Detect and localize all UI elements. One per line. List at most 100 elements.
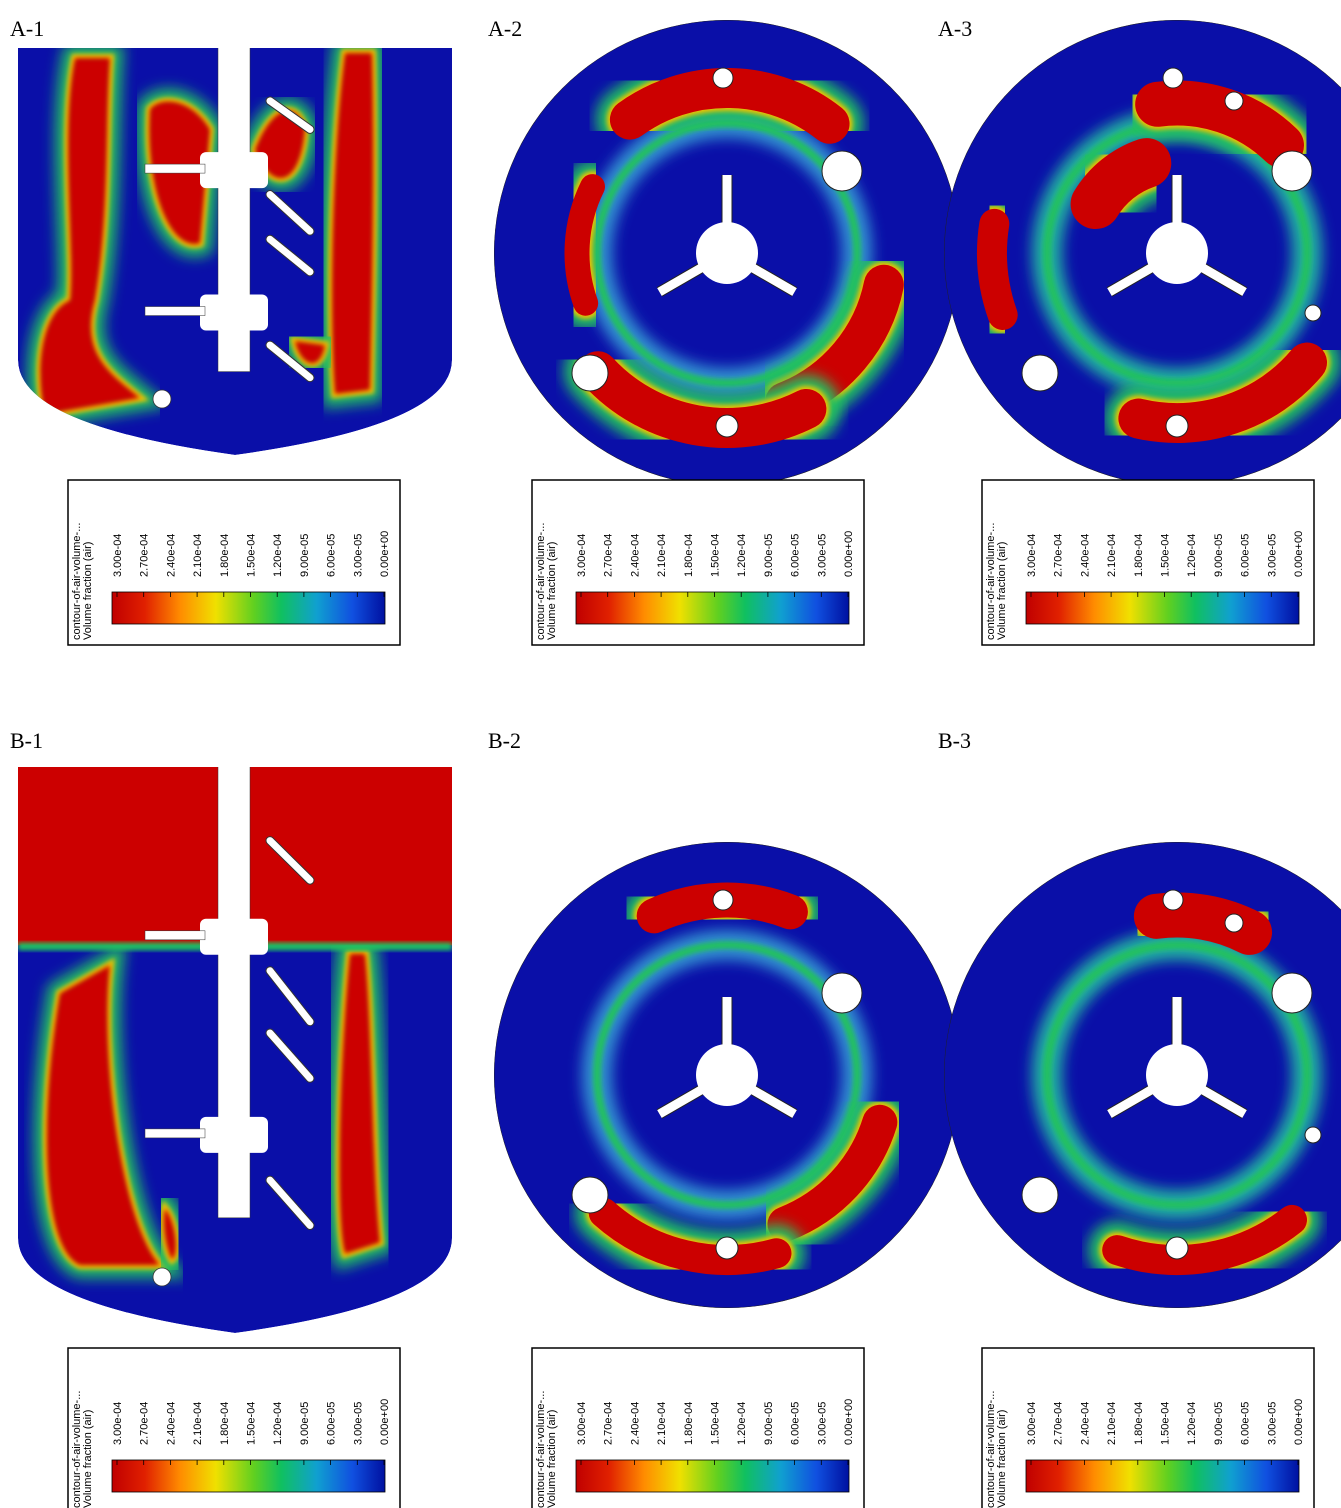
sparger: [153, 390, 171, 408]
colorbar-tick-label: 2.70e-04: [1053, 1402, 1065, 1445]
colorbar-tick-label: 3.00e-05: [352, 1402, 364, 1445]
colorbar-tick-label: 2.40e-04: [629, 1402, 641, 1445]
contour: [944, 20, 1341, 486]
colorbar-tick-label: 6.00e-05: [790, 1402, 802, 1445]
hub: [1146, 1044, 1208, 1106]
colorbar-tick-label: 2.70e-04: [139, 1402, 151, 1445]
colorbar-tick-label: 3.00e-04: [112, 534, 124, 577]
port: [1166, 415, 1188, 437]
colorbar-tick-label: 2.40e-04: [165, 1402, 177, 1445]
colorbar-tick-label: 0.00e+00: [843, 531, 855, 577]
contour: [18, 46, 452, 455]
colorbar-tick-label: 2.70e-04: [603, 534, 615, 577]
port: [822, 973, 862, 1013]
colorbar-tick-label: 1.80e-04: [219, 1402, 231, 1445]
colorbar-tick-label: 1.50e-04: [1160, 534, 1172, 577]
hub: [200, 295, 268, 331]
colorbar-tick-label: 1.50e-04: [1160, 1402, 1172, 1445]
colorbar: [576, 1460, 849, 1492]
hub: [200, 152, 268, 188]
colorbar-tick-label: 0.00e+00: [843, 1399, 855, 1445]
colorbar-tick-label: 1.50e-04: [246, 534, 258, 577]
colorbar-tick-label: 3.00e-04: [576, 534, 588, 577]
contour: [18, 765, 452, 1333]
port: [1022, 1177, 1058, 1213]
legend-title: Volume fraction (air): [996, 542, 1008, 640]
legend-title: Volume fraction (air): [82, 542, 94, 640]
colorbar-tick-label: 9.00e-05: [763, 534, 775, 577]
colorbar-tick-label: 6.00e-05: [326, 1402, 338, 1445]
colorbar-tick-label: 0.00e+00: [1293, 531, 1305, 577]
panel-label: B-3: [938, 728, 971, 753]
colorbar: [112, 592, 385, 624]
panel: B-2contour-of-air-volume-...Volume fract…: [488, 728, 960, 1508]
colorbar-tick-label: 2.40e-04: [1079, 1402, 1091, 1445]
colorbar-tick-label: 2.10e-04: [656, 534, 668, 577]
port: [822, 151, 862, 191]
colorbar-tick-label: 9.00e-05: [1213, 534, 1225, 577]
hub: [200, 919, 268, 955]
colorbar-tick-label: 3.00e-04: [576, 1402, 588, 1445]
colorbar-tick-label: 9.00e-05: [299, 1402, 311, 1445]
legend-title: Volume fraction (air): [546, 542, 558, 640]
port: [716, 1237, 738, 1259]
colorbar: [576, 592, 849, 624]
port: [713, 890, 733, 910]
sparger: [153, 1268, 171, 1286]
port: [716, 415, 738, 437]
hub: [1146, 222, 1208, 284]
air-region: [992, 224, 1003, 315]
colorbar-tick-label: 1.80e-04: [683, 1402, 695, 1445]
blade: [145, 307, 205, 316]
hub: [200, 1117, 268, 1153]
colorbar-tick-label: 1.50e-04: [710, 534, 722, 577]
port: [572, 1177, 608, 1213]
colorbar: [1026, 1460, 1299, 1492]
colorbar-tick-label: 3.00e-04: [112, 1402, 124, 1445]
colorbar-tick-label: 6.00e-05: [1240, 1402, 1252, 1445]
contour: [944, 842, 1341, 1308]
colorbar-tick-label: 6.00e-05: [326, 534, 338, 577]
panel-label: B-2: [488, 728, 521, 753]
blade: [145, 164, 205, 173]
colorbar-tick-label: 6.00e-05: [790, 534, 802, 577]
colorbar-tick-label: 0.00e+00: [379, 1399, 391, 1445]
colorbar-tick-label: 1.20e-04: [272, 1402, 284, 1445]
colorbar-tick-label: 2.40e-04: [629, 534, 641, 577]
port: [1225, 92, 1243, 110]
colorbar: [112, 1460, 385, 1492]
colorbar-tick-label: 3.00e-05: [816, 534, 828, 577]
colorbar-tick-label: 3.00e-05: [352, 534, 364, 577]
panel-label: A-3: [938, 16, 972, 41]
legend-title: Volume fraction (air): [546, 1410, 558, 1508]
port: [1166, 1237, 1188, 1259]
colorbar-tick-label: 3.00e-05: [1266, 1402, 1278, 1445]
panel-label: B-1: [10, 728, 43, 753]
panel-label: A-2: [488, 16, 522, 41]
panel: A-1contour-of-air-volume-...Volume fract…: [10, 16, 452, 645]
colorbar-tick-label: 2.70e-04: [1053, 534, 1065, 577]
colorbar-tick-label: 2.40e-04: [1079, 534, 1091, 577]
colorbar-tick-label: 1.50e-04: [246, 1402, 258, 1445]
colorbar-tick-label: 2.70e-04: [603, 1402, 615, 1445]
port: [1305, 1127, 1321, 1143]
port: [1225, 914, 1243, 932]
colorbar-tick-label: 1.20e-04: [1186, 534, 1198, 577]
colorbar-tick-label: 9.00e-05: [299, 534, 311, 577]
colorbar-tick-label: 0.00e+00: [1293, 1399, 1305, 1445]
port: [572, 355, 608, 391]
colorbar-tick-label: 3.00e-05: [1266, 534, 1278, 577]
colorbar-tick-label: 2.10e-04: [192, 1402, 204, 1445]
colorbar-tick-label: 1.80e-04: [683, 534, 695, 577]
port: [1272, 973, 1312, 1013]
colorbar-tick-label: 6.00e-05: [1240, 534, 1252, 577]
colorbar-tick-label: 1.80e-04: [219, 534, 231, 577]
colorbar-tick-label: 2.10e-04: [1106, 1402, 1118, 1445]
colorbar-tick-label: 1.80e-04: [1133, 1402, 1145, 1445]
colorbar-tick-label: 2.70e-04: [139, 534, 151, 577]
legend-title: Volume fraction (air): [996, 1410, 1008, 1508]
panel: B-1contour-of-air-volume-...Volume fract…: [10, 728, 452, 1508]
hub: [696, 1044, 758, 1106]
